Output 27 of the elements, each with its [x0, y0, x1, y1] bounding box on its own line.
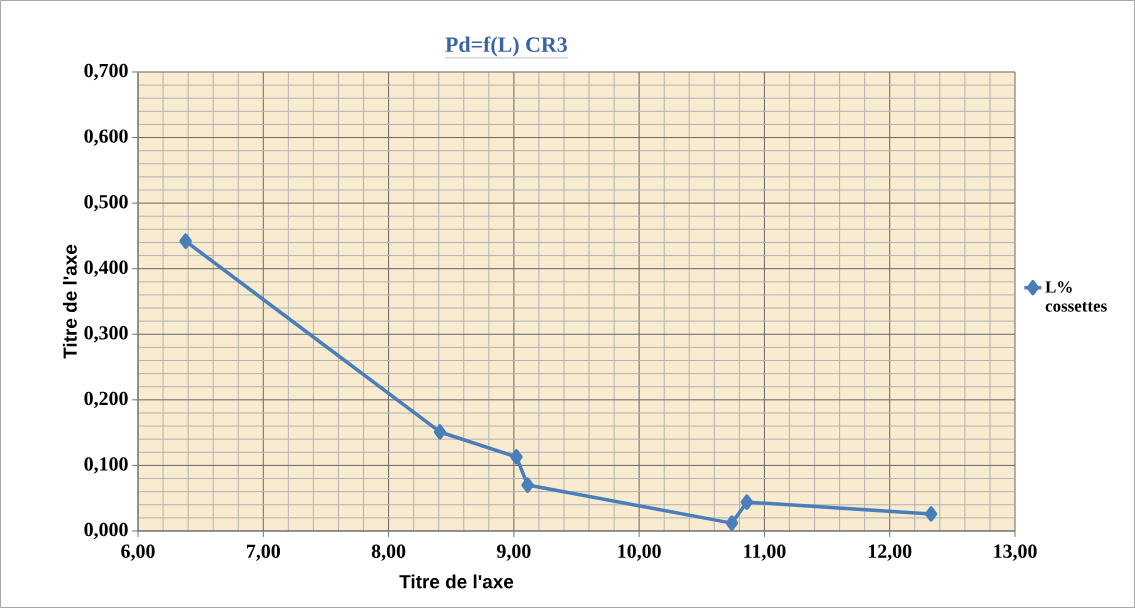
point	[740, 494, 754, 510]
x-tick-label: 12,00	[868, 544, 912, 561]
chart-title: Pd=f(L) CR3	[445, 36, 567, 57]
y-tick-label: 0,000	[84, 522, 128, 540]
x-tick-label: 13,00	[994, 544, 1037, 561]
x-tick-label: 11,00	[744, 544, 786, 561]
y-tick-label: 0,200	[84, 391, 128, 408]
x-tick-label: 8,00	[371, 544, 406, 561]
legend-label: L% cossettes	[1045, 281, 1107, 312]
x-tick-label: 9,00	[496, 544, 531, 561]
point	[725, 515, 739, 531]
point	[433, 424, 447, 440]
y-axis-title: Titre de l'axe	[62, 244, 77, 359]
point	[179, 233, 192, 249]
point	[510, 449, 523, 465]
x-tick-label: 7,00	[247, 544, 280, 561]
x-axis-title: Titre de l'axe	[399, 574, 514, 589]
point	[521, 477, 534, 493]
x-tick-label: 10,00	[618, 544, 661, 561]
point	[924, 506, 938, 522]
y-tick-label: 0,300	[84, 326, 128, 343]
y-tick-label: 0,500	[84, 194, 128, 212]
x-tick-label: 6,00	[121, 544, 155, 561]
y-tick-label: 0,600	[84, 129, 128, 146]
y-tick-label: 0,400	[84, 260, 128, 277]
y-tick-label: 0,100	[84, 457, 128, 474]
y-tick-label: 0,700	[84, 63, 128, 81]
